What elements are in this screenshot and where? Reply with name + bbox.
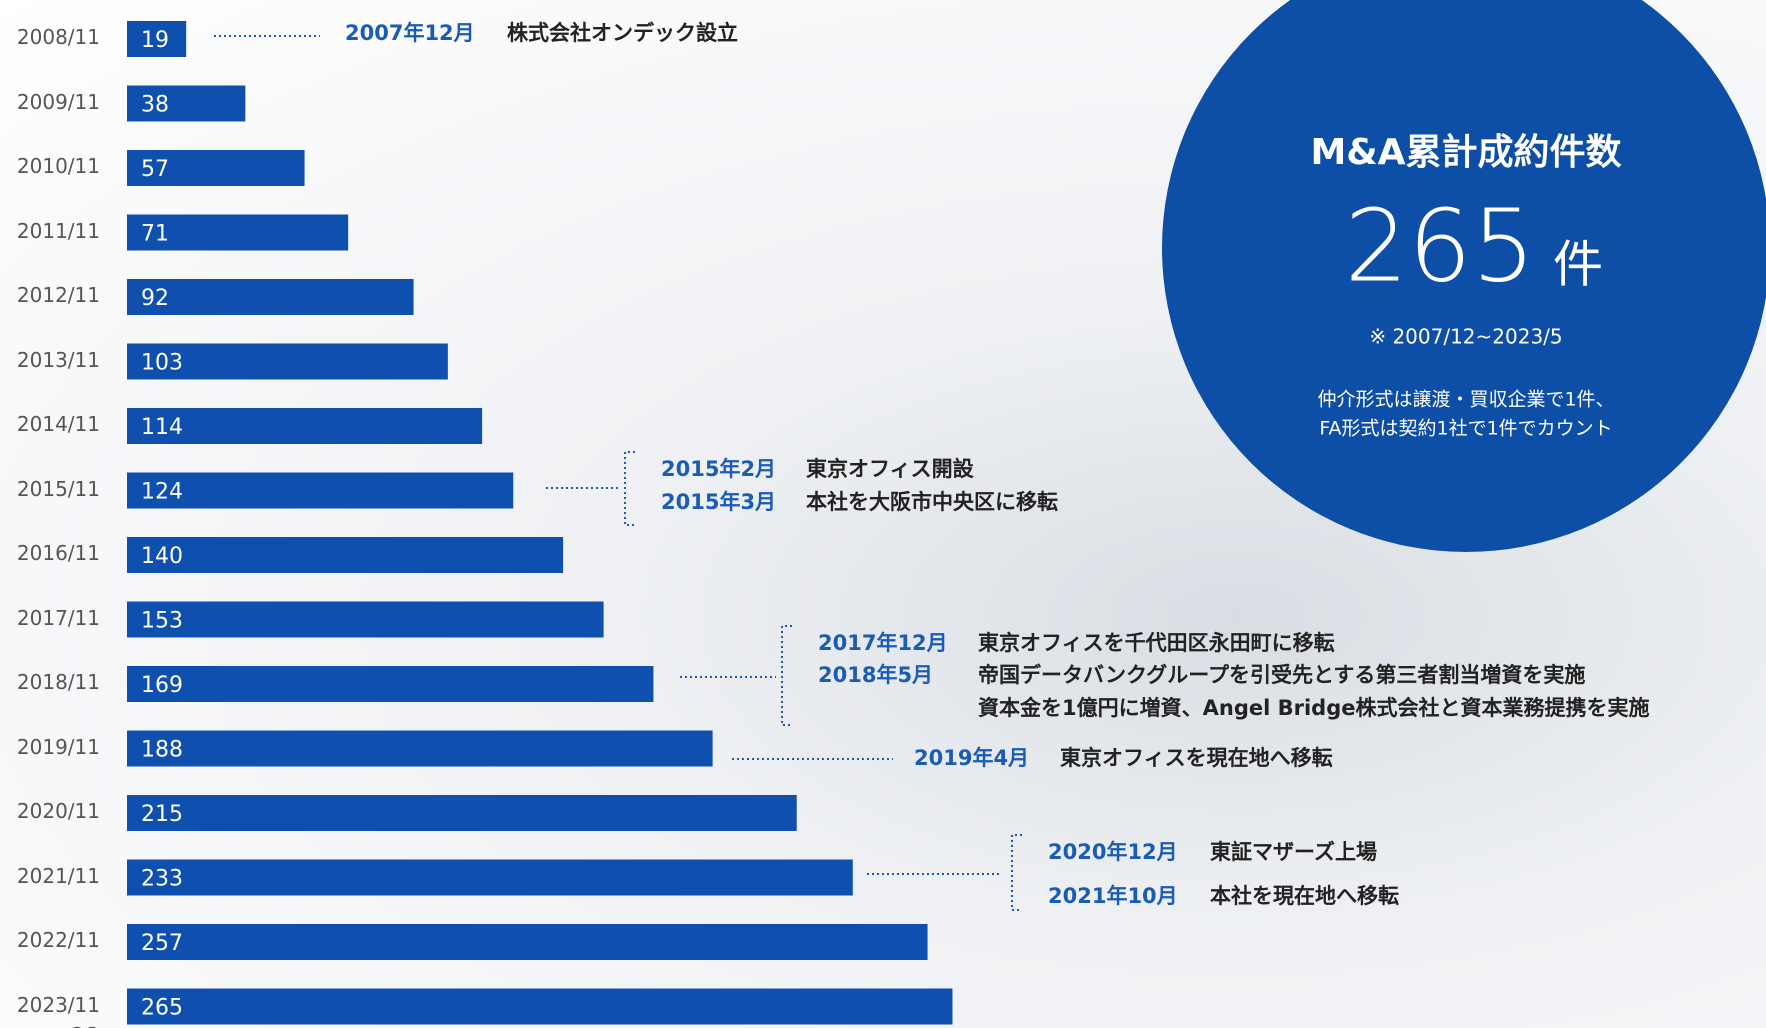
- annotation-text: 東京オフィス開設: [806, 457, 975, 481]
- category-label: 2010/11: [0, 151, 100, 181]
- category-label: 2015/11: [0, 474, 100, 504]
- annotation-text: 東証マザーズ上場: [1210, 840, 1377, 864]
- bracket: [625, 452, 635, 525]
- bar: [127, 731, 713, 767]
- category-label: 2022/11: [0, 925, 100, 955]
- bar: [127, 860, 853, 896]
- data-label: 57: [141, 157, 169, 182]
- data-label: 215: [141, 802, 183, 827]
- summary-value: 265: [1345, 187, 1536, 304]
- bar: [127, 989, 952, 1025]
- category-label: 2020/11: [0, 796, 100, 826]
- category-label: 2008/11: [0, 22, 100, 52]
- annotation-date: 2019年4月: [914, 746, 1029, 770]
- bar: [127, 924, 928, 960]
- data-label: 233: [141, 867, 183, 892]
- annotation-text: 本社を大阪市中央区に移転: [806, 490, 1058, 514]
- page: M&A累計成約件数 265 件 ※ 2007/12~2023/5 仲介形式は譲渡…: [0, 0, 1766, 1028]
- annotation-text: 東京オフィスを千代田区永田町に移転: [978, 631, 1335, 655]
- category-label: 2023/11 2Q: [0, 990, 100, 1028]
- category-label: 2017/11: [0, 603, 100, 633]
- data-label: 169: [141, 673, 183, 698]
- category-label: 2018/11: [0, 667, 100, 697]
- data-label: 114: [141, 415, 183, 440]
- category-label: 2012/11: [0, 280, 100, 310]
- data-label: 92: [141, 286, 169, 311]
- bar: [127, 666, 653, 702]
- bar: [127, 602, 604, 638]
- category-label: 2021/11: [0, 861, 100, 891]
- data-label: 265: [141, 996, 183, 1021]
- annotation-date: 2007年12月: [345, 21, 475, 45]
- summary-unit: 件: [1553, 236, 1603, 294]
- data-label: 153: [141, 609, 183, 634]
- chart: M&A累計成約件数 265 件 ※ 2007/12~2023/5 仲介形式は譲渡…: [0, 0, 1766, 1028]
- data-label: 38: [141, 93, 169, 118]
- data-label: 257: [141, 931, 183, 956]
- annotation-date: 2018年5月: [818, 663, 933, 687]
- annotation-date: 2017年12月: [818, 631, 948, 655]
- annotation-date: 2020年12月: [1048, 840, 1178, 864]
- data-label: 71: [141, 222, 169, 247]
- bar: [127, 279, 414, 315]
- annotation-date: 2015年2月: [661, 457, 776, 481]
- data-label: 188: [141, 738, 183, 763]
- annotation-date: 2015年3月: [661, 490, 776, 514]
- annotation-text: 株式会社オンデック設立: [507, 21, 738, 45]
- category-label: 2013/11: [0, 345, 100, 375]
- data-label: 140: [141, 544, 183, 569]
- summary-description: FA形式は契約1社で1件でカウント: [1319, 418, 1612, 440]
- category-label: 2016/11: [0, 538, 100, 568]
- category-label: 2019/11: [0, 732, 100, 762]
- bar: [127, 795, 797, 831]
- annotation-text: 帝国データバンクグループを引受先とする第三者割当増資を実施: [978, 663, 1585, 687]
- summary-title: M&A累計成約件数: [1310, 132, 1621, 173]
- annotation-text: 東京オフィスを現在地へ移転: [1060, 746, 1333, 770]
- category-label: 2014/11: [0, 409, 100, 439]
- summary-note: ※ 2007/12~2023/5: [1369, 325, 1562, 349]
- annotation-date: 2021年10月: [1048, 884, 1178, 908]
- summary-description: 仲介形式は譲渡・買収企業で1件、: [1317, 389, 1614, 411]
- bracket: [782, 626, 792, 725]
- bar: [127, 473, 513, 509]
- data-label: 103: [141, 351, 183, 376]
- category-label: 2011/11: [0, 216, 100, 246]
- bar: [127, 537, 563, 573]
- data-label: 124: [141, 480, 183, 505]
- bracket: [1012, 835, 1022, 910]
- annotation-text: 本社を現在地へ移転: [1210, 884, 1399, 908]
- data-label: 19: [141, 28, 169, 53]
- category-label: 2009/11: [0, 87, 100, 117]
- annotation-text: 資本金を1億円に増資、Angel Bridge株式会社と資本業務提携を実施: [978, 696, 1649, 720]
